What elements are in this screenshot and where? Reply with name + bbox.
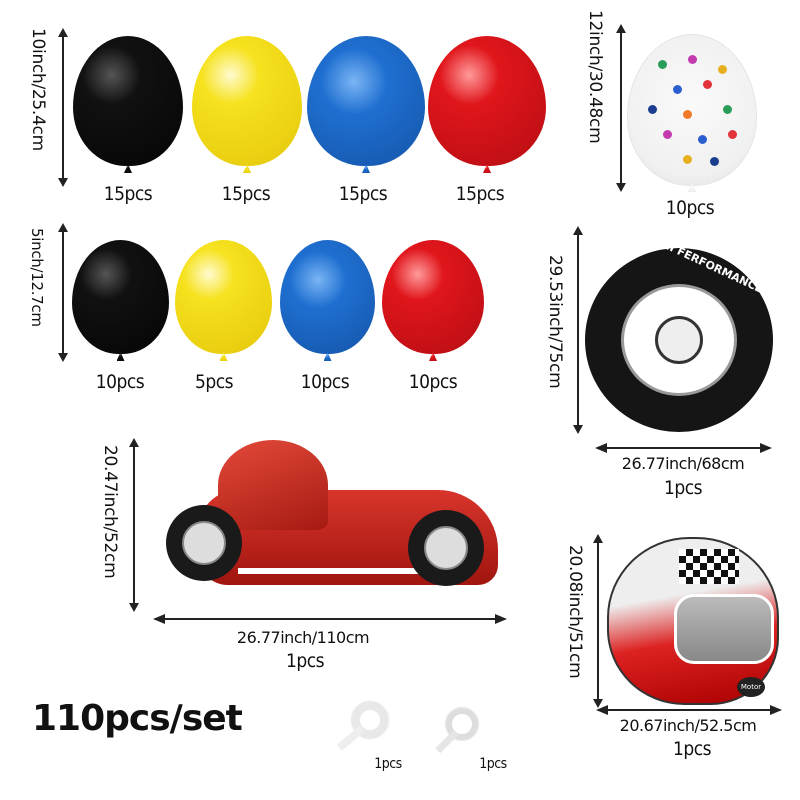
race-car-balloon [158, 440, 508, 605]
helmet-height-arrow [594, 534, 602, 708]
car-width-arrow [153, 614, 507, 624]
glue-dots-roll-icon [352, 702, 388, 738]
tire-count: 1pcs [663, 477, 703, 499]
glue-dots-count: 1pcs [374, 756, 402, 772]
balloon-confetti [627, 34, 757, 186]
balloon-black-large [73, 36, 183, 166]
glue-dots-strip [336, 725, 366, 751]
helmet-count: 1pcs [672, 738, 712, 760]
count-label: 15pcs [103, 183, 153, 205]
helmet-badge: Motor [737, 677, 765, 697]
balloon-strip-roll-icon [446, 708, 478, 740]
balloon-black-small [72, 240, 169, 354]
tire-height-label: 29.53inch/75cm [545, 255, 565, 389]
tire-width-arrow [595, 443, 772, 453]
count-label: 5pcs [194, 371, 234, 393]
car-height-arrow [130, 438, 138, 612]
helmet-width-arrow [596, 705, 782, 715]
count-label: 10pcs [408, 371, 458, 393]
balloon-strip-tail [435, 729, 459, 754]
row2-height-arrow [59, 223, 67, 362]
total-count-title: 110pcs/set [32, 698, 243, 739]
tire-width-label: 26.77inch/68cm [621, 454, 745, 473]
helmet-height-label: 20.08inch/51cm [565, 545, 585, 679]
car-width-label: 26.77inch/110cm [236, 628, 370, 647]
balloon-red-large [428, 36, 546, 166]
helmet-width-label: 20.67inch/52.5cm [619, 716, 757, 735]
confetti-height-arrow [617, 24, 625, 192]
car-count: 1pcs [285, 650, 325, 672]
row2-size-label: 5inch/12.7cm [28, 228, 46, 327]
row1-size-label: 10inch/25.4cm [28, 28, 48, 151]
balloon-red-small [382, 240, 484, 354]
tire-height-arrow [574, 226, 582, 434]
balloon-yellow-large [192, 36, 302, 166]
balloon-strip-count: 1pcs [479, 756, 507, 772]
confetti-count: 10pcs [665, 197, 715, 219]
balloon-blue-small [280, 240, 375, 354]
count-label: 15pcs [221, 183, 271, 205]
tire-balloon: HI FERFORMANCE [585, 237, 773, 432]
confetti-size-label: 12inch/30.48cm [585, 10, 605, 144]
count-label: 10pcs [300, 371, 350, 393]
row1-height-arrow [59, 28, 67, 187]
count-label: 15pcs [338, 183, 388, 205]
helmet-balloon: Motor [607, 537, 779, 705]
count-label: 15pcs [455, 183, 505, 205]
balloon-blue-large [307, 36, 425, 166]
count-label: 10pcs [95, 371, 145, 393]
car-height-label: 20.47inch/52cm [100, 445, 120, 579]
balloon-yellow-small [175, 240, 272, 354]
